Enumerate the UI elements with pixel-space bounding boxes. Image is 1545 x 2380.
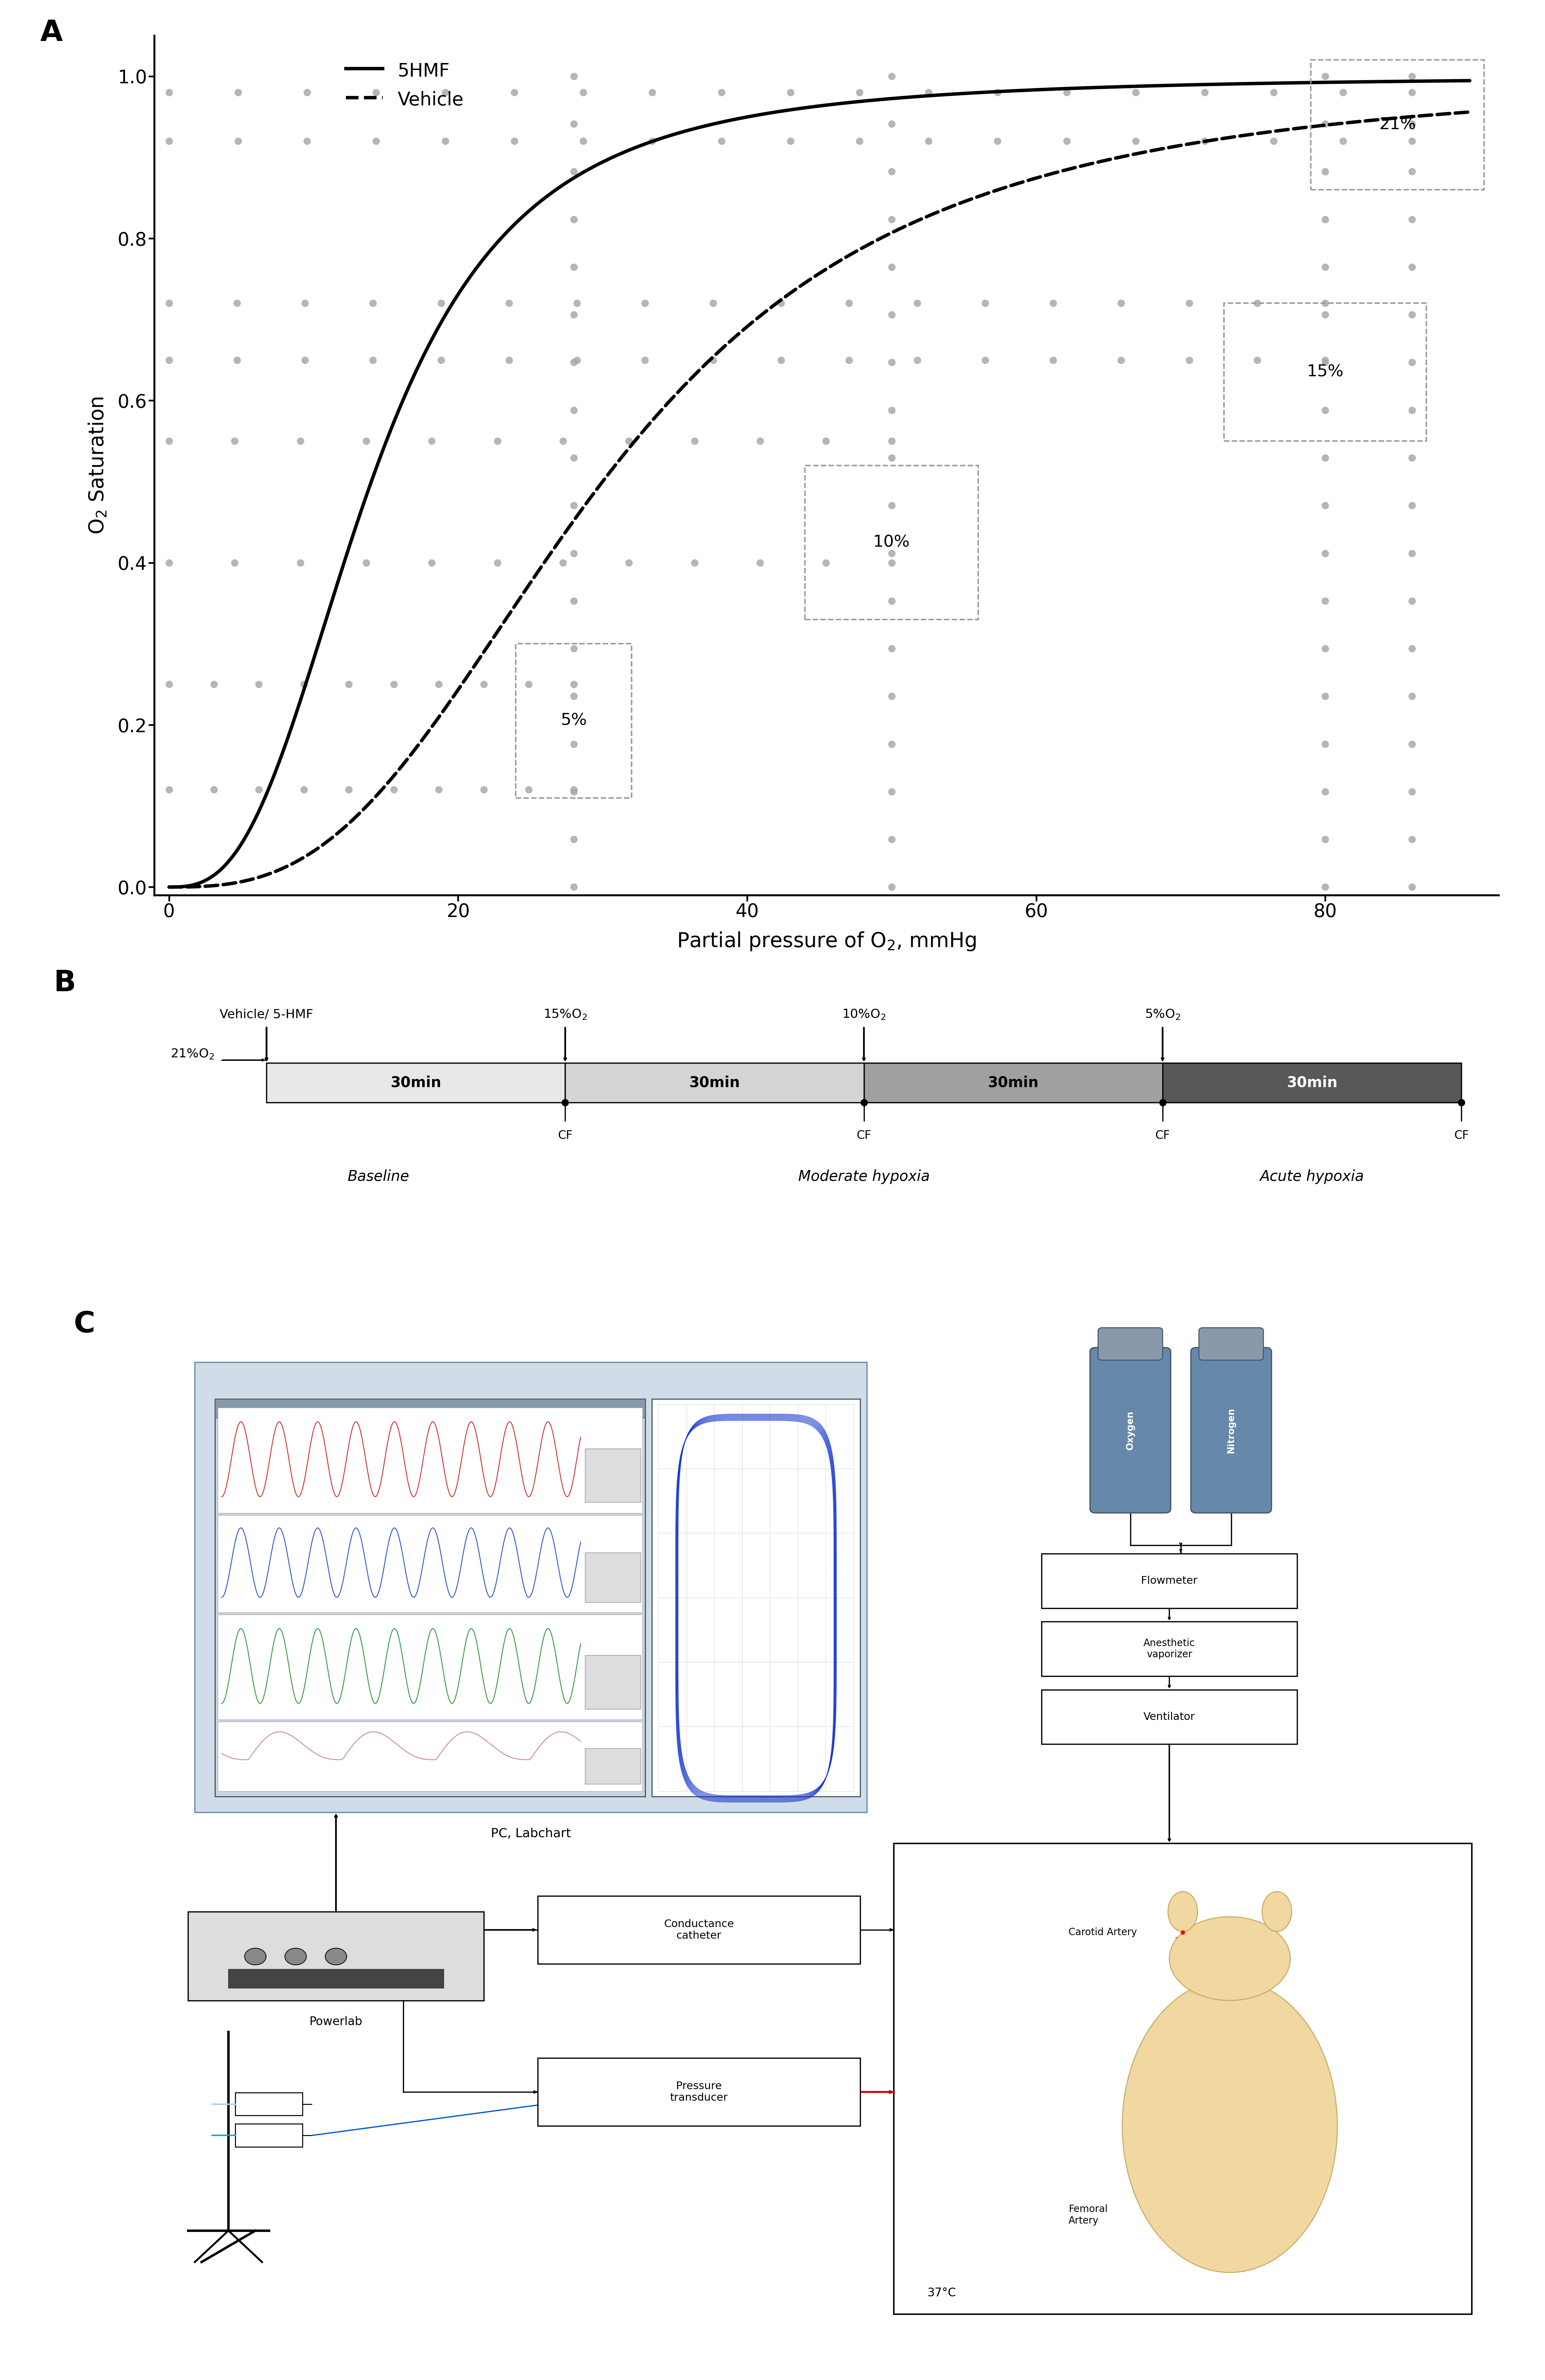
- 5HMF: [1183, 71, 1202, 100]
- Bar: [195, 1361, 867, 1811]
- Circle shape: [324, 1949, 346, 1966]
- Bar: [1310, 59, 1485, 190]
- Text: 21%O$_2$: 21%O$_2$: [170, 1047, 215, 1059]
- Bar: [565, 1064, 864, 1102]
- Text: 30min: 30min: [689, 1076, 740, 1090]
- X-axis label: Partial pressure of O$_2$, mmHg: Partial pressure of O$_2$, mmHg: [677, 931, 976, 952]
- Text: 30min: 30min: [391, 1076, 442, 1090]
- Line: 5HMF: 5HMF: [168, 81, 1469, 888]
- Text: 10%: 10%: [873, 536, 910, 550]
- Text: PC, Labchart: PC, Labchart: [491, 1828, 572, 1840]
- Vehicle: [757, 295, 776, 324]
- Text: Conductance
catheter: Conductance catheter: [664, 1918, 734, 1940]
- Line: Vehicle: Vehicle: [168, 112, 1469, 888]
- Vehicle: [1423, 100, 1441, 129]
- Text: 15%: 15%: [1307, 364, 1344, 381]
- Text: Acute hypoxia: Acute hypoxia: [1259, 1169, 1364, 1183]
- Legend: 5HMF, Vehicle: 5HMF, Vehicle: [338, 52, 471, 117]
- 5HMF: [757, 100, 776, 129]
- Vehicle: [226, 869, 244, 897]
- FancyBboxPatch shape: [1199, 1328, 1264, 1359]
- Text: 15%O$_2$: 15%O$_2$: [544, 1009, 587, 1021]
- Vehicle: [1183, 129, 1202, 157]
- Bar: [1224, 302, 1426, 440]
- Vehicle: [1460, 98, 1479, 126]
- Text: B: B: [54, 969, 76, 997]
- Text: A: A: [40, 19, 63, 48]
- Bar: [1041, 1621, 1298, 1676]
- Bar: [218, 1614, 643, 1721]
- Bar: [235, 2092, 303, 2116]
- Bar: [267, 1064, 565, 1102]
- Circle shape: [284, 1949, 306, 1966]
- Bar: [586, 1552, 641, 1602]
- FancyBboxPatch shape: [1091, 1347, 1171, 1514]
- Bar: [218, 1516, 643, 1611]
- Bar: [652, 1399, 861, 1797]
- Text: Moderate hypoxia: Moderate hypoxia: [799, 1169, 930, 1183]
- Text: CF: CF: [856, 1130, 871, 1142]
- Y-axis label: O$_2$ Saturation: O$_2$ Saturation: [88, 397, 108, 536]
- Text: Baseline: Baseline: [348, 1169, 409, 1183]
- Text: Oxygen: Oxygen: [1126, 1411, 1136, 1449]
- FancyBboxPatch shape: [1191, 1347, 1272, 1514]
- Text: CF: CF: [1454, 1130, 1469, 1142]
- Text: 30min: 30min: [1287, 1076, 1338, 1090]
- FancyBboxPatch shape: [1098, 1328, 1163, 1359]
- Ellipse shape: [1168, 1892, 1197, 1933]
- Text: Nitrogen: Nitrogen: [1227, 1407, 1236, 1454]
- Bar: [586, 1749, 641, 1785]
- Text: Powerlab: Powerlab: [309, 2016, 363, 2028]
- 5HMF: [1460, 67, 1479, 95]
- Bar: [586, 1449, 641, 1502]
- Bar: [805, 466, 978, 619]
- Text: 10%O$_2$: 10%O$_2$: [842, 1009, 885, 1021]
- Bar: [215, 1399, 646, 1418]
- Text: Flowmeter: Flowmeter: [1142, 1576, 1197, 1585]
- Bar: [1041, 1690, 1298, 1745]
- Bar: [218, 1407, 643, 1514]
- Vehicle: [159, 873, 178, 902]
- Bar: [586, 1654, 641, 1709]
- Bar: [516, 645, 632, 797]
- Text: 30min: 30min: [987, 1076, 1038, 1090]
- Ellipse shape: [1170, 1916, 1290, 2002]
- Vehicle: [793, 271, 811, 300]
- Bar: [1041, 1554, 1298, 1609]
- Text: Femoral
Artery: Femoral Artery: [1069, 2204, 1108, 2225]
- Text: CF: CF: [558, 1130, 573, 1142]
- Bar: [218, 1721, 643, 1792]
- 5HMF: [159, 873, 178, 902]
- Circle shape: [244, 1949, 266, 1966]
- Bar: [538, 1897, 861, 1963]
- Text: Anesthetic
vaporizer: Anesthetic vaporizer: [1143, 1637, 1196, 1659]
- Bar: [538, 2059, 861, 2125]
- Ellipse shape: [1262, 1892, 1292, 1933]
- Text: Carotid Artery: Carotid Artery: [1069, 1928, 1137, 1937]
- Text: C: C: [74, 1309, 96, 1338]
- Text: 21%: 21%: [1380, 117, 1415, 133]
- Ellipse shape: [1122, 1980, 1338, 2273]
- Text: Vehicle/ 5-HMF: Vehicle/ 5-HMF: [219, 1009, 314, 1021]
- Text: 5%O$_2$: 5%O$_2$: [1145, 1009, 1180, 1021]
- 5HMF: [226, 838, 244, 866]
- Text: Pressure
transducer: Pressure transducer: [671, 2080, 728, 2104]
- Bar: [188, 1911, 484, 2002]
- Bar: [215, 1399, 646, 1797]
- Text: 37°C: 37°C: [927, 2287, 956, 2299]
- Bar: [864, 1064, 1162, 1102]
- 5HMF: [1421, 67, 1440, 95]
- 5HMF: [1423, 67, 1441, 95]
- 5HMF: [793, 93, 811, 121]
- Bar: [1162, 1064, 1462, 1102]
- Bar: [235, 2123, 303, 2147]
- Text: CF: CF: [1156, 1130, 1170, 1142]
- Bar: [229, 1968, 443, 1987]
- Text: Ventilator: Ventilator: [1143, 1711, 1196, 1723]
- Vehicle: [1421, 100, 1440, 129]
- Text: 5%: 5%: [561, 714, 587, 728]
- Bar: [893, 1844, 1472, 2313]
